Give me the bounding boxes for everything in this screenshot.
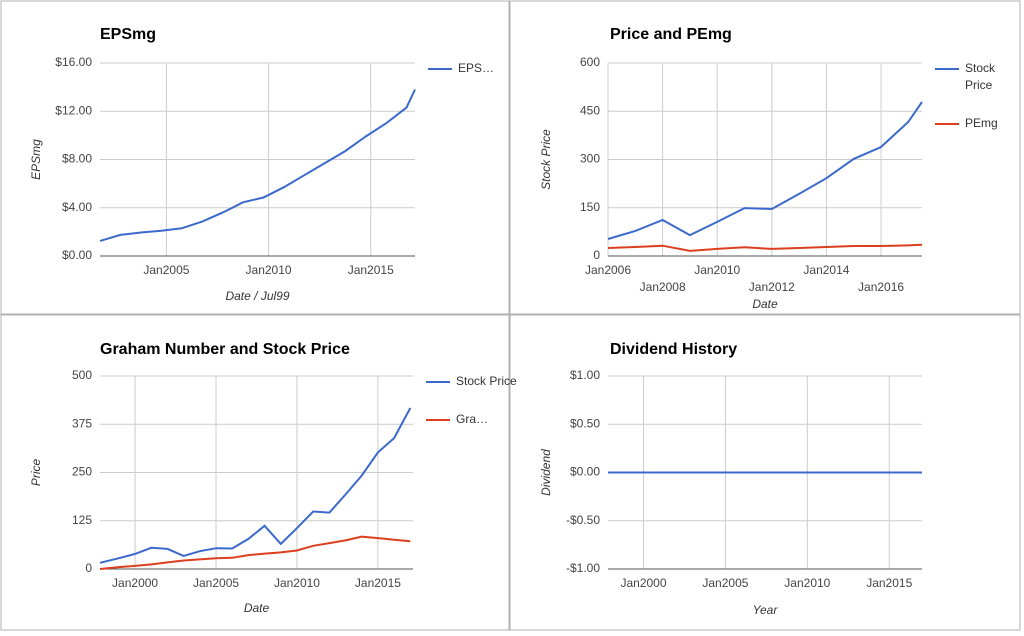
x-tick-label: Jan2005 <box>193 576 239 590</box>
x-tick-label: Jan2005 <box>143 263 189 277</box>
x-tick-label: Jan2010 <box>246 263 292 277</box>
x-tick-label: Jan2016 <box>858 280 904 294</box>
series-line <box>99 407 412 564</box>
x-tick-label: Jan2014 <box>803 263 849 277</box>
y-tick-label: $12.00 <box>55 103 92 117</box>
y-axis-title: EPSmg <box>29 139 43 180</box>
legend-label: Gra… <box>456 412 489 426</box>
y-tick-label: -$0.50 <box>566 513 600 527</box>
y-tick-label: 250 <box>72 465 92 479</box>
y-axis-title: Dividend <box>539 449 553 496</box>
x-axis-title: Year <box>753 603 779 617</box>
x-tick-label: Jan2015 <box>866 576 912 590</box>
y-tick-label: 150 <box>580 200 600 214</box>
legend-entry: Stock Price <box>965 61 996 92</box>
x-tick-label: Jan2010 <box>274 576 320 590</box>
panel <box>0 0 510 315</box>
series-line <box>99 89 416 242</box>
y-tick-label: $0.00 <box>570 465 600 479</box>
x-axis-title: Date <box>752 297 778 311</box>
chart-title: EPSmg <box>100 26 156 43</box>
y-tick-label: 600 <box>580 55 600 69</box>
x-tick-label: Jan2010 <box>784 576 830 590</box>
y-tick-label: $4.00 <box>62 200 92 214</box>
x-tick-label: Jan2000 <box>112 576 158 590</box>
y-tick-label: 125 <box>72 513 92 527</box>
y-tick-label: -$1.00 <box>566 561 600 575</box>
y-tick-label: 500 <box>72 368 92 382</box>
legend-entry: Gra… <box>456 412 489 426</box>
chart-title: Graham Number and Stock Price <box>100 341 350 358</box>
panel <box>509 0 1021 315</box>
legend-label: PEmg <box>965 116 998 130</box>
x-tick-label: Jan2015 <box>348 263 394 277</box>
chart-title: Dividend History <box>610 341 737 358</box>
x-axis-title: Date / Jul99 <box>225 289 289 303</box>
y-tick-label: 0 <box>593 248 600 262</box>
y-axis-title: Stock Price <box>539 129 553 190</box>
x-tick-label: Jan2015 <box>355 576 401 590</box>
x-tick-label: Jan2010 <box>694 263 740 277</box>
x-axis-title: Date <box>244 601 270 615</box>
chart-title: Price and PEmg <box>610 26 732 43</box>
x-tick-label: Jan2006 <box>585 263 631 277</box>
y-axis-title: Price <box>29 459 43 487</box>
y-tick-label: $0.50 <box>570 416 600 430</box>
legend-label: EPS… <box>458 61 495 75</box>
y-tick-label: 450 <box>580 103 600 117</box>
x-tick-label: Jan2012 <box>749 280 795 294</box>
legend-entry: PEmg <box>965 116 998 130</box>
series-line <box>607 243 923 252</box>
series-line <box>607 101 923 240</box>
series-line <box>99 535 411 570</box>
y-tick-label: $0.00 <box>62 248 92 262</box>
x-tick-label: Jan2008 <box>640 280 686 294</box>
panel <box>0 314 510 631</box>
y-tick-label: 0 <box>85 561 92 575</box>
panel <box>509 314 1021 631</box>
legend-entry: EPS… <box>458 61 495 75</box>
legend-label: Stock Price <box>456 374 517 388</box>
y-tick-label: 375 <box>72 416 92 430</box>
x-tick-label: Jan2000 <box>620 576 666 590</box>
y-tick-label: $8.00 <box>62 152 92 166</box>
y-tick-label: 300 <box>580 152 600 166</box>
legend-entry: Stock Price <box>456 374 517 388</box>
legend-label: Stock Price <box>965 61 996 92</box>
x-tick-label: Jan2005 <box>702 576 748 590</box>
y-tick-label: $16.00 <box>55 55 92 69</box>
y-tick-label: $1.00 <box>570 368 600 382</box>
